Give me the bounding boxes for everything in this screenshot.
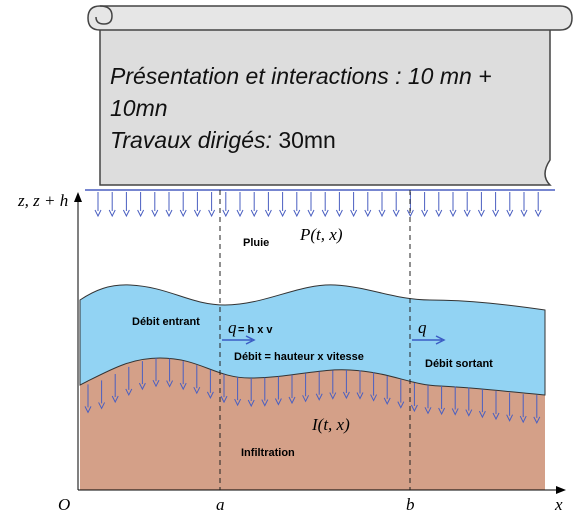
- rain-label: Pluie: [243, 237, 269, 249]
- rain-arrow: [280, 192, 286, 216]
- rain-arrow: [478, 192, 484, 216]
- rain-arrow: [223, 192, 229, 216]
- axis-z-label: z, z + h: [17, 191, 68, 210]
- rain-arrow: [194, 192, 200, 216]
- rain-arrow: [95, 192, 101, 216]
- rain-arrow: [493, 192, 499, 216]
- rain-symbol: P(t, x): [299, 225, 343, 244]
- page: z, z + h P(t, x) Pluie Débit entrant q =…: [0, 0, 575, 513]
- rain-arrow: [294, 192, 300, 216]
- outflow-label: Débit sortant: [425, 358, 493, 370]
- rain-arrow: [507, 192, 513, 216]
- rain-arrow: [265, 192, 271, 216]
- b-label: b: [406, 495, 415, 513]
- rain-arrow: [109, 192, 115, 216]
- rain-arrow: [535, 192, 541, 216]
- q-left: q: [228, 318, 237, 337]
- scroll-line2-normal: 30mn: [278, 127, 336, 153]
- rain-arrow: [138, 192, 144, 216]
- z-arrowhead: [74, 192, 82, 202]
- rain-arrow: [322, 192, 328, 216]
- scroll-text: Présentation et interactions : 10 mn + 1…: [110, 60, 540, 156]
- rain-arrow: [166, 192, 172, 216]
- rain-arrow: [123, 192, 129, 216]
- rain-arrow: [209, 192, 215, 216]
- x-arrowhead: [556, 486, 566, 494]
- rain-arrow: [152, 192, 158, 216]
- flow-formula: Débit = hauteur x vitesse: [234, 351, 364, 363]
- rain-arrow: [436, 192, 442, 216]
- rain-arrow: [379, 192, 385, 216]
- rain-arrow: [450, 192, 456, 216]
- q-right: q: [418, 318, 427, 337]
- rain-arrow: [351, 192, 357, 216]
- rain-arrow: [251, 192, 257, 216]
- infiltration-symbol: I(t, x): [311, 415, 350, 434]
- scroll-line2: Travaux dirigés: 30mn: [110, 124, 540, 156]
- rain-arrow: [464, 192, 470, 216]
- q-formula: = h x v: [238, 324, 273, 336]
- rain-arrow: [308, 192, 314, 216]
- scroll-line1: Présentation et interactions : 10 mn + 1…: [110, 60, 540, 124]
- x-label: x: [554, 495, 563, 513]
- scroll-line2-italic: Travaux dirigés:: [110, 127, 272, 153]
- origin-label: O: [58, 495, 70, 513]
- infiltration-label: Infiltration: [241, 447, 295, 459]
- rain-arrow: [521, 192, 527, 216]
- scroll-roll: [88, 6, 572, 30]
- rain-arrow: [336, 192, 342, 216]
- rain-arrow: [393, 192, 399, 216]
- rain-arrow: [422, 192, 428, 216]
- rain-arrow: [180, 192, 186, 216]
- inflow-label: Débit entrant: [132, 316, 200, 328]
- rain-arrows: [95, 192, 541, 216]
- rain-arrow: [365, 192, 371, 216]
- a-label: a: [216, 495, 225, 513]
- rain-arrow: [237, 192, 243, 216]
